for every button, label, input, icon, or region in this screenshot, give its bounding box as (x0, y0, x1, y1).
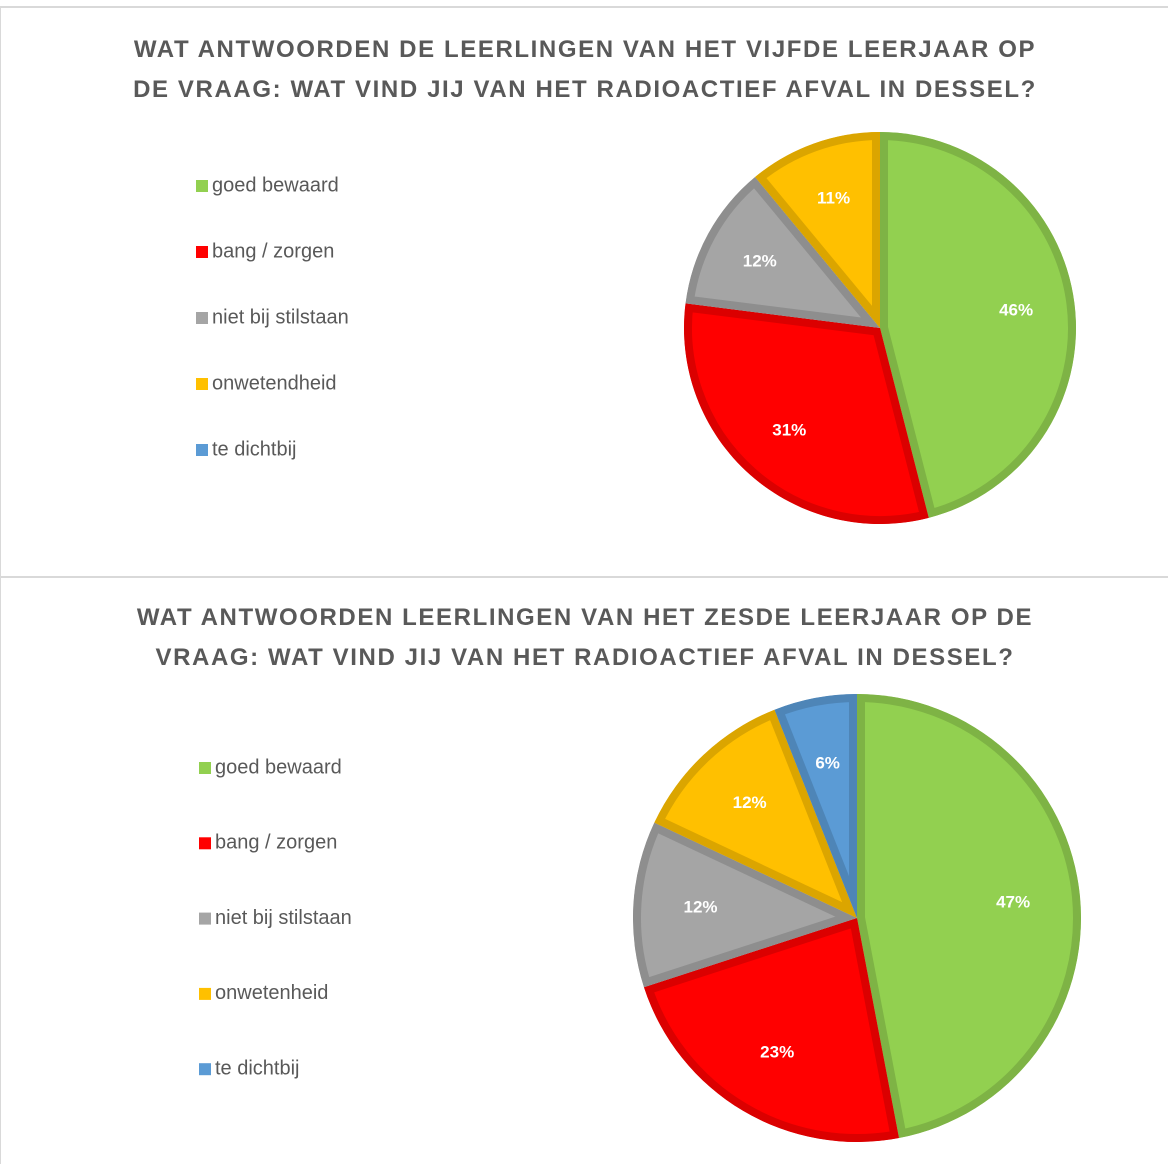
legend-swatch (199, 837, 211, 850)
pie-slice (643, 918, 899, 1142)
slice-label: 12% (683, 898, 717, 917)
chart-title: WAT ANTWOORDEN LEERLINGEN VAN HET ZESDE … (136, 604, 1034, 671)
slice-label: 23% (760, 1042, 794, 1061)
legend-text: niet bij stilstaan (215, 907, 352, 929)
pie-slice (880, 132, 1076, 518)
legend-text: onwetenheid (215, 982, 328, 1004)
legend-swatch (199, 912, 211, 925)
pie-slice (684, 303, 929, 524)
legend-text: goed bewaard (212, 174, 339, 196)
legend-swatch (196, 378, 208, 390)
legend-text: bang / zorgen (215, 832, 337, 854)
slice-label: 47% (996, 893, 1030, 912)
legend-swatch (196, 246, 208, 258)
slice-label: 6% (815, 753, 840, 772)
legend-text: te dichtbij (212, 438, 297, 460)
legend-text: goed bewaard (215, 756, 342, 778)
pie-slice (685, 176, 880, 328)
chart-panel (0, 576, 1168, 1164)
legend-text: niet bij stilstaan (212, 306, 349, 328)
slice-label: 31% (772, 420, 806, 439)
legend-swatch (199, 987, 211, 1000)
pie-slice (857, 694, 1082, 1139)
legend-text: te dichtbij (215, 1057, 300, 1079)
legend-swatch (196, 312, 208, 324)
chart-title: WAT ANTWOORDEN DE LEERLINGEN VAN HET VIJ… (133, 36, 1037, 103)
slice-label: 11% (817, 188, 850, 207)
legend-swatch (199, 1063, 211, 1076)
legend-swatch (199, 762, 211, 774)
chart-panel (0, 6, 1168, 578)
slice-label: 12% (743, 251, 777, 270)
legend-text: onwetendheid (212, 372, 337, 394)
slice-label: 46% (999, 300, 1033, 319)
slice-label: 12% (733, 793, 767, 812)
pie-slice (654, 709, 857, 918)
legend-swatch (196, 444, 208, 456)
legend-swatch (196, 180, 208, 192)
legend-text: bang / zorgen (212, 240, 334, 262)
